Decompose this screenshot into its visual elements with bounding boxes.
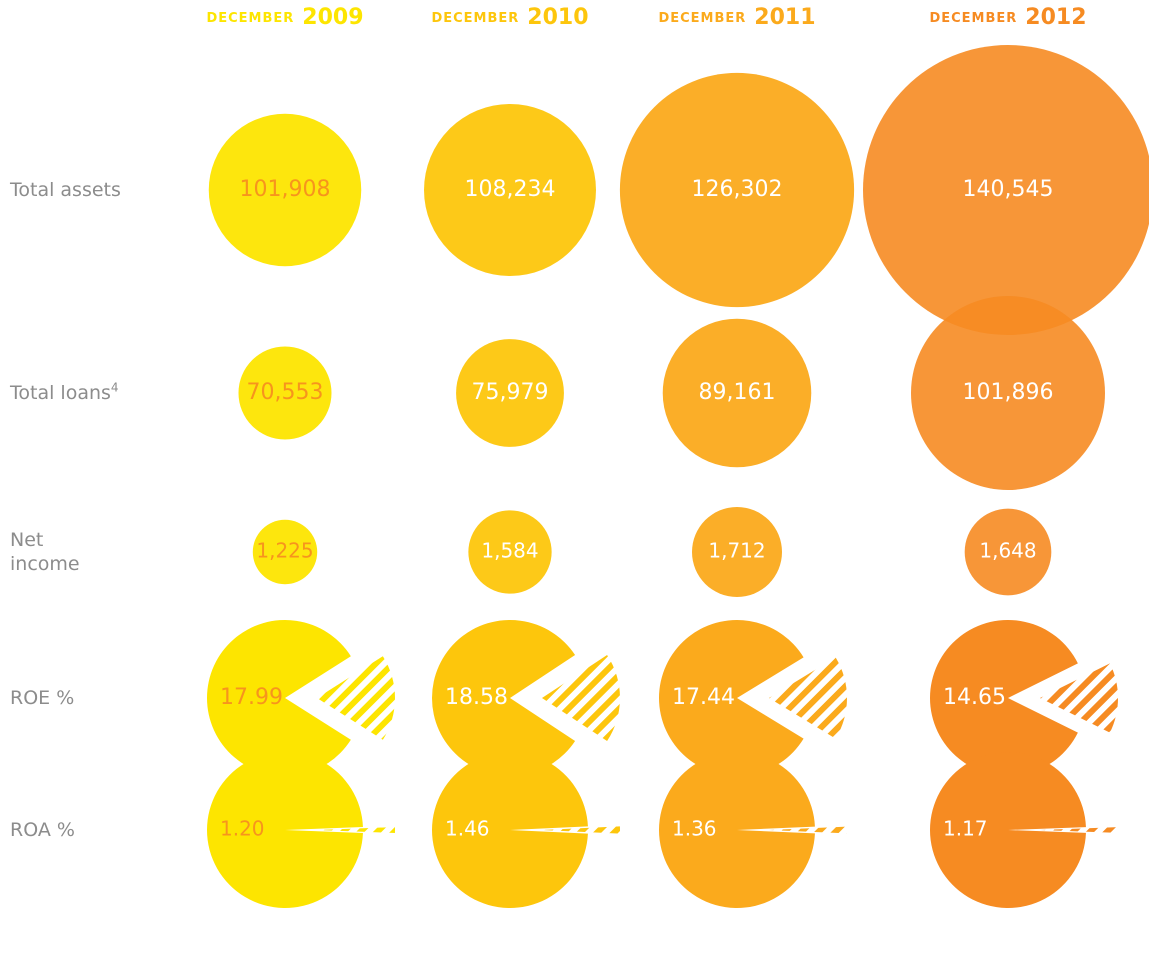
header-year: 2009	[302, 5, 363, 30]
value-label: 75,979	[472, 380, 549, 405]
row-label: Total loans4	[10, 381, 119, 405]
pie-slice	[769, 657, 847, 739]
row-name: ROA %	[10, 819, 75, 841]
value-label: 17.99	[220, 685, 283, 710]
pie-body	[930, 751, 1086, 908]
value-label: 101,896	[963, 380, 1054, 405]
row-label: ROE %	[10, 686, 74, 710]
row-name: Net income	[10, 529, 80, 575]
row-name: Total assets	[10, 179, 121, 201]
header-month: december	[206, 11, 294, 26]
value-label: 1,648	[979, 539, 1036, 563]
row-name: Total loans	[10, 382, 111, 404]
pie-slice	[1040, 663, 1118, 733]
bubble	[619, 72, 855, 308]
pie-body	[659, 620, 804, 776]
value-label: 89,161	[699, 380, 776, 405]
pie-body	[432, 620, 576, 777]
bubble	[424, 104, 596, 276]
value-label: 1,584	[481, 539, 538, 563]
value-label: 1.36	[672, 817, 717, 841]
column-header: december 2012	[929, 5, 1086, 30]
bubble	[692, 507, 782, 597]
footnote: 4	[110, 380, 119, 395]
bubble	[252, 519, 318, 585]
value-label: 140,545	[963, 177, 1054, 202]
row-name: ROE %	[10, 687, 75, 709]
row-label: ROA %	[10, 818, 75, 842]
bubble	[863, 45, 1149, 335]
bubble	[238, 346, 332, 440]
pie-slice	[317, 656, 396, 740]
pie-slice	[1040, 827, 1118, 833]
value-label: 70,553	[247, 380, 324, 405]
pie-body	[207, 620, 351, 776]
pie-slice	[542, 826, 620, 834]
value-label: 18.58	[445, 685, 508, 710]
bubble	[208, 113, 362, 267]
value-label: 14.65	[943, 685, 1006, 710]
value-label: 101,908	[240, 177, 331, 202]
row-label: Total assets	[10, 178, 121, 202]
bubble	[456, 339, 564, 447]
column-header: december 2010	[431, 5, 588, 30]
header-year: 2012	[1025, 5, 1086, 30]
column-header: december 2011	[658, 5, 815, 30]
pie-body	[432, 751, 588, 909]
bubble	[911, 296, 1105, 490]
bubble	[468, 510, 552, 594]
header-month: december	[431, 11, 519, 26]
pie-body	[930, 620, 1078, 776]
row-label: Net income	[10, 528, 80, 576]
value-label: 1,712	[708, 539, 765, 563]
header-month: december	[658, 11, 746, 26]
pie-slice	[317, 827, 395, 833]
value-label: 1.46	[445, 817, 490, 841]
value-label: 17.44	[672, 685, 735, 710]
value-label: 1.20	[220, 817, 265, 841]
pie-body	[207, 752, 363, 909]
pie-body	[659, 751, 815, 908]
value-label: 126,302	[692, 177, 783, 202]
value-label: 1.17	[943, 817, 988, 841]
header-year: 2010	[527, 5, 588, 30]
bubble	[964, 508, 1052, 596]
header-month: december	[929, 11, 1017, 26]
header-year: 2011	[754, 5, 815, 30]
value-label: 108,234	[465, 177, 556, 202]
column-header: december 2009	[206, 5, 363, 30]
pie-slice	[542, 655, 620, 741]
pie-slice	[769, 826, 848, 834]
bubble	[662, 318, 812, 468]
value-label: 1,225	[256, 539, 313, 563]
